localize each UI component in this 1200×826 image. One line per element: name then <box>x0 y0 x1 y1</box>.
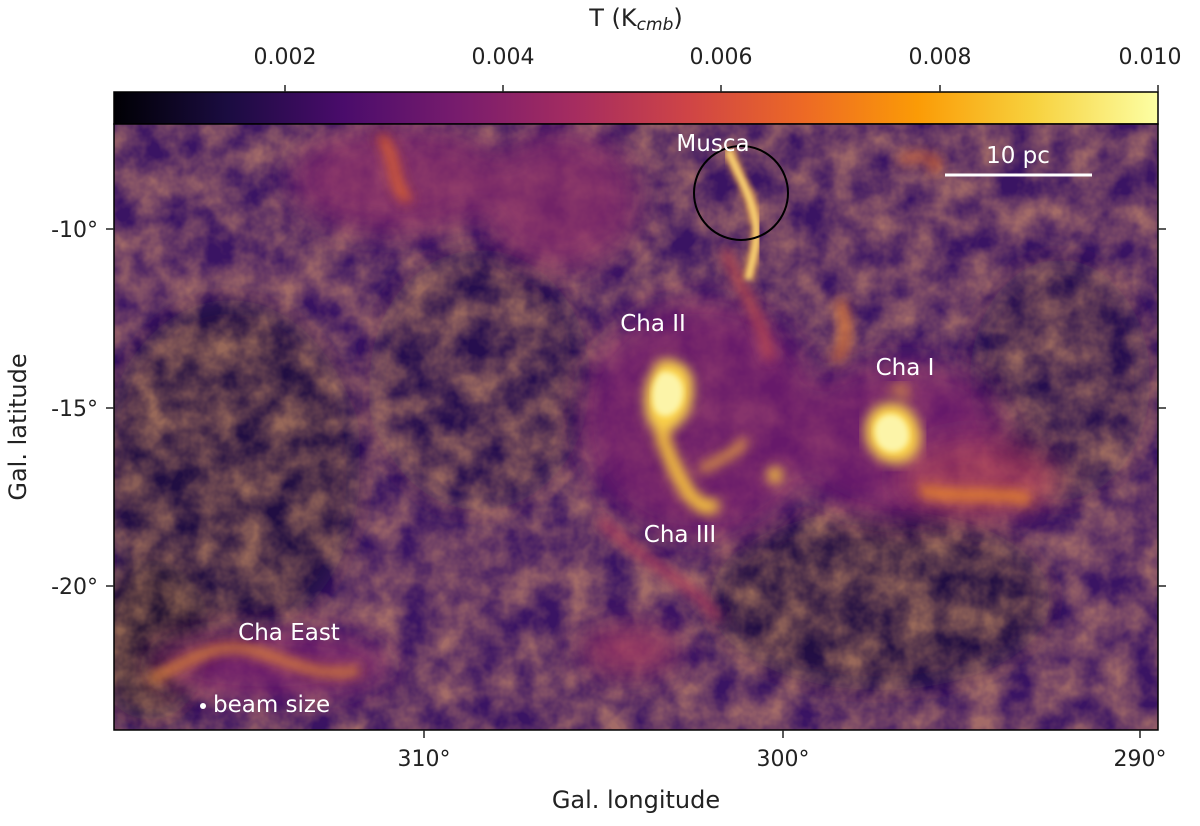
colorbar-tick-label: 0.010 <box>1119 45 1182 70</box>
beam-size-indicator: beam size <box>200 692 330 718</box>
y-tick-label: -20° <box>51 575 98 600</box>
scale-bar: 10 pc <box>945 143 1092 177</box>
colorbar-tick-label: 0.002 <box>254 45 317 70</box>
scale-bar-label: 10 pc <box>986 143 1050 169</box>
beam-size-label: beam size <box>213 692 330 718</box>
colorbar: T (Kcmb) 0.002 0.004 0.006 0.008 0.010 <box>113 4 1182 125</box>
colorbar-ticks: 0.002 0.004 0.006 0.008 0.010 <box>254 45 1182 92</box>
beam-size-dot <box>200 703 206 709</box>
y-axis: -10° -15° -20° Gal. latitude <box>4 218 1166 600</box>
colorbar-tick-label: 0.008 <box>909 45 972 70</box>
y-axis-label: Gal. latitude <box>4 353 32 500</box>
x-axis-label: Gal. longitude <box>552 786 720 814</box>
region-label-cha-east: Cha East <box>238 620 340 646</box>
colorbar-tick-label: 0.006 <box>690 45 753 70</box>
x-axis: 310° 300° 290° Gal. longitude <box>398 730 1167 814</box>
musca-circle-marker <box>693 145 789 241</box>
region-label-musca: Musca <box>676 131 749 157</box>
x-tick-label: 310° <box>398 747 451 772</box>
map-frame <box>113 123 1159 731</box>
colorbar-gradient <box>113 91 1159 125</box>
x-tick-label: 290° <box>1114 747 1167 772</box>
intensity-map <box>114 124 1158 730</box>
region-label-cha-iii: Cha III <box>644 522 716 548</box>
x-tick-label: 300° <box>757 747 810 772</box>
region-label-cha-i: Cha I <box>876 355 935 381</box>
y-tick-label: -15° <box>51 397 98 422</box>
colorbar-tick-label: 0.004 <box>472 45 535 70</box>
colorbar-label: T (Kcmb) <box>588 4 682 35</box>
y-tick-label: -10° <box>51 218 98 243</box>
region-label-cha-ii: Cha II <box>620 311 686 337</box>
